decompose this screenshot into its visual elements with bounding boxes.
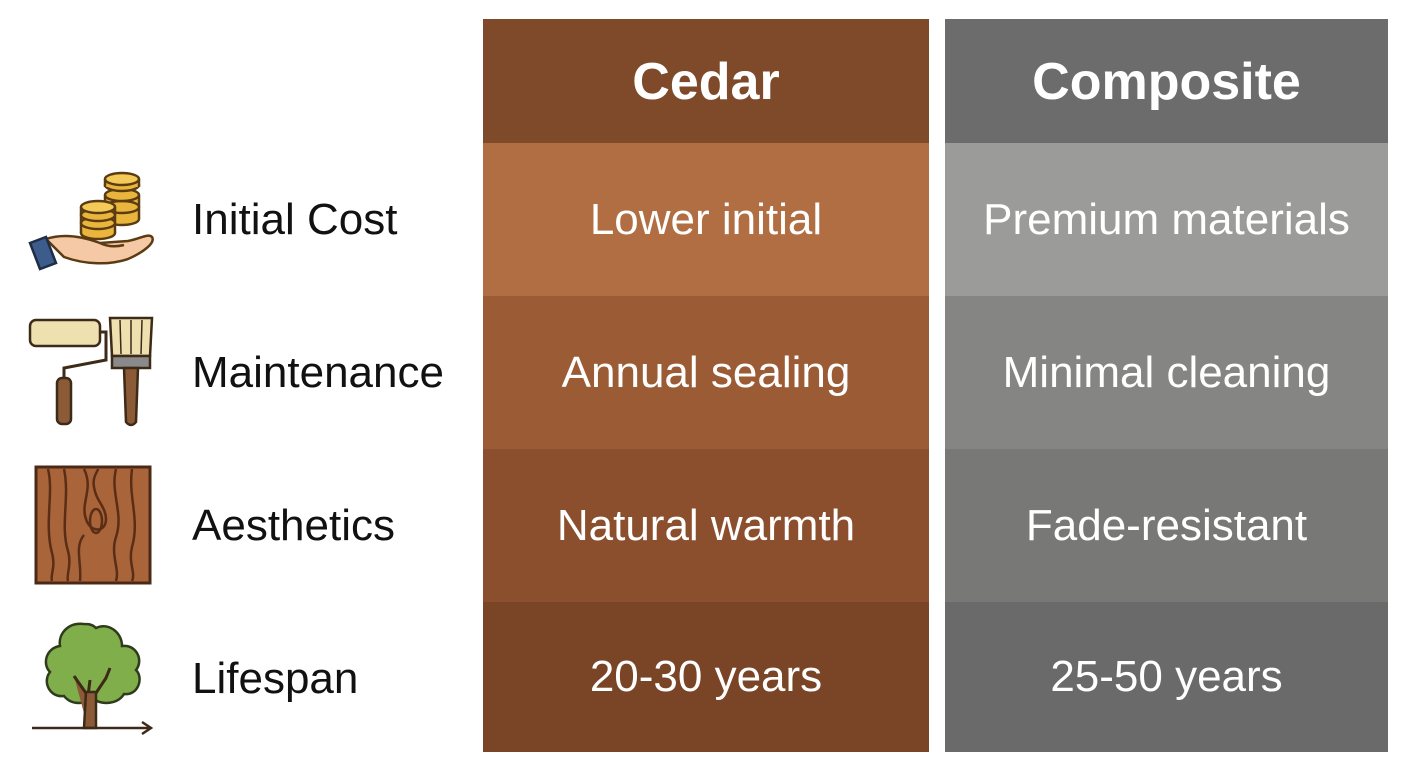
cedar-cell-lifespan: 20-30 years	[483, 602, 929, 752]
row-label-initial-cost: Initial Cost	[192, 194, 398, 244]
row-label-maintenance: Maintenance	[192, 347, 444, 397]
composite-column: Composite Premium materials Minimal clea…	[945, 19, 1388, 752]
row-lifespan: Lifespan	[0, 602, 470, 755]
row-maintenance: Maintenance	[0, 296, 470, 449]
composite-cell-aesthetics: Fade-resistant	[945, 449, 1388, 602]
coins-in-hand-icon	[28, 171, 154, 271]
wood-grain-icon	[34, 465, 152, 585]
composite-cell-initial-cost: Premium materials	[945, 143, 1388, 296]
composite-cell-maintenance: Minimal cleaning	[945, 296, 1388, 449]
composite-header: Composite	[945, 19, 1388, 143]
paint-roller-and-brush-icon	[28, 316, 154, 427]
cedar-column: Cedar Lower initial Annual sealing Natur…	[483, 19, 929, 752]
cedar-cell-maintenance: Annual sealing	[483, 296, 929, 449]
row-label-aesthetics: Aesthetics	[192, 500, 395, 550]
row-initial-cost: Initial Cost	[0, 143, 470, 296]
row-aesthetics: Aesthetics	[0, 449, 470, 602]
cedar-cell-initial-cost: Lower initial	[483, 143, 929, 296]
tree-icon	[32, 622, 154, 736]
cedar-cell-aesthetics: Natural warmth	[483, 449, 929, 602]
composite-cell-lifespan: 25-50 years	[945, 602, 1388, 752]
row-label-lifespan: Lifespan	[192, 653, 359, 703]
cedar-header: Cedar	[483, 19, 929, 143]
